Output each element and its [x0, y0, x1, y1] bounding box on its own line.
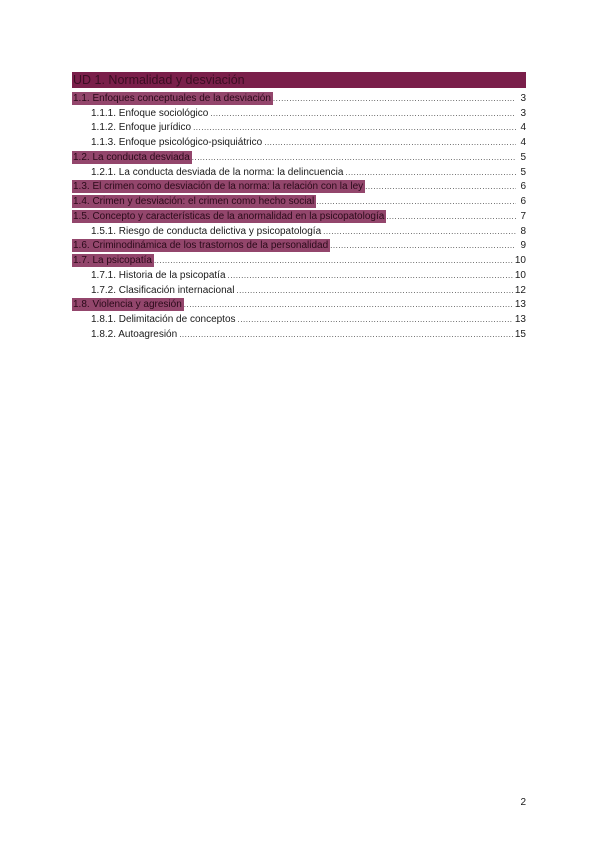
- toc-entry[interactable]: 1.2. La conducta desviada 5: [72, 149, 526, 164]
- toc-entry-page: 4: [520, 137, 526, 148]
- toc-entry[interactable]: 1.7.1. Historia de la psicopatía 10: [72, 267, 526, 282]
- toc-leader: [193, 122, 516, 133]
- toc-entry-label: 1.2.1. La conducta desviada de la norma:…: [91, 166, 344, 178]
- toc-entry-label: 1.3. El crimen como desviación de la nor…: [72, 180, 366, 194]
- toc-leader: [330, 240, 516, 251]
- toc-entry-label: 1.7.1. Historia de la psicopatía: [91, 269, 226, 281]
- table-of-contents: 1.1. Enfoques conceptuales de la desviac…: [72, 90, 526, 341]
- page-number: 2: [520, 797, 526, 808]
- toc-entry[interactable]: 1.8. Violencia y agresión 13: [72, 297, 526, 312]
- toc-leader: [273, 93, 516, 104]
- toc-entry-page: 3: [520, 92, 526, 104]
- toc-entry-label: 1.7. La psicopatía: [72, 254, 154, 267]
- toc-entry-page: 12: [514, 284, 526, 296]
- toc-entry-label: 1.1.3. Enfoque psicológico-psiquiátrico: [91, 137, 263, 148]
- toc-entry-label: 1.6. Criminodinámica de los trastornos d…: [72, 239, 331, 253]
- toc-leader: [386, 211, 516, 222]
- toc-leader: [210, 108, 516, 119]
- toc-entry-label: 1.5.1. Riesgo de conducta delictiva y ps…: [91, 225, 322, 237]
- toc-entry-page: 13: [514, 299, 526, 311]
- toc-entry-page: 3: [520, 107, 526, 119]
- toc-entry[interactable]: 1.1.3. Enfoque psicológico-psiquiátrico …: [72, 134, 526, 149]
- toc-entry-page: 10: [514, 255, 526, 266]
- toc-leader: [192, 152, 516, 163]
- toc-entry-label: 1.2. La conducta desviada: [72, 150, 192, 164]
- toc-entry[interactable]: 1.5. Concepto y características de la an…: [72, 208, 526, 223]
- toc-entry-page: 6: [520, 196, 526, 207]
- toc-entry[interactable]: 1.7. La psicopatía 10: [72, 252, 526, 267]
- toc-entry[interactable]: 1.3. El crimen como desviación de la nor…: [72, 179, 526, 194]
- toc-entry-page: 4: [520, 122, 526, 134]
- toc-entry-label: 1.8.2. Autoagresión: [91, 328, 178, 340]
- toc-entry-page: 6: [520, 181, 526, 193]
- toc-entry-label: 1.8. Violencia y agresión: [72, 298, 184, 312]
- toc-entry[interactable]: 1.5.1. Riesgo de conducta delictiva y ps…: [72, 223, 526, 238]
- toc-leader: [323, 226, 516, 237]
- toc-entry[interactable]: 1.1.2. Enfoque jurídico 4: [72, 120, 526, 135]
- toc-leader: [264, 137, 516, 148]
- toc-leader: [228, 270, 513, 281]
- toc-entry[interactable]: 1.2.1. La conducta desviada de la norma:…: [72, 164, 526, 179]
- toc-leader: [316, 196, 516, 207]
- toc-leader: [345, 167, 516, 178]
- toc-leader: [179, 329, 513, 340]
- toc-entry-label: 1.8.1. Delimitación de conceptos: [91, 314, 236, 325]
- toc-entry[interactable]: 1.6. Criminodinámica de los trastornos d…: [72, 238, 526, 253]
- toc-entry-label: 1.1.2. Enfoque jurídico: [91, 122, 192, 134]
- toc-leader: [184, 299, 513, 310]
- toc-entry-page: 9: [520, 240, 526, 252]
- toc-entry-label: 1.5. Concepto y características de la an…: [72, 209, 387, 223]
- toc-entry[interactable]: 1.1. Enfoques conceptuales de la desviac…: [72, 90, 526, 105]
- toc-entry-page: 7: [520, 210, 526, 222]
- toc-entry-page: 5: [520, 151, 526, 163]
- toc-entry-label: 1.7.2. Clasificación internacional: [91, 284, 235, 296]
- toc-leader: [238, 314, 513, 325]
- toc-leader: [236, 285, 512, 296]
- toc-entry-page: 5: [520, 166, 526, 178]
- toc-entry[interactable]: 1.1.1. Enfoque sociológico 3: [72, 105, 526, 120]
- toc-entry-label: 1.1.1. Enfoque sociológico: [91, 107, 209, 119]
- toc-entry[interactable]: 1.8.2. Autoagresión 15: [72, 326, 526, 341]
- toc-title: UD 1. Normalidad y desviación: [72, 72, 526, 88]
- toc-leader: [154, 255, 513, 266]
- toc-entry-page: 15: [514, 328, 526, 340]
- toc-entry-page: 8: [520, 225, 526, 237]
- toc-entry[interactable]: 1.7.2. Clasificación internacional 12: [72, 282, 526, 297]
- toc-entry[interactable]: 1.8.1. Delimitación de conceptos 13: [72, 311, 526, 326]
- toc-entry-page: 10: [514, 269, 526, 281]
- toc-entry[interactable]: 1.4. Crimen y desviación: el crimen como…: [72, 193, 526, 208]
- toc-entry-label: 1.1. Enfoques conceptuales de la desviac…: [72, 91, 273, 105]
- toc-entry-label: 1.4. Crimen y desviación: el crimen como…: [72, 195, 317, 208]
- toc-entry-page: 13: [514, 314, 526, 325]
- toc-leader: [365, 181, 516, 192]
